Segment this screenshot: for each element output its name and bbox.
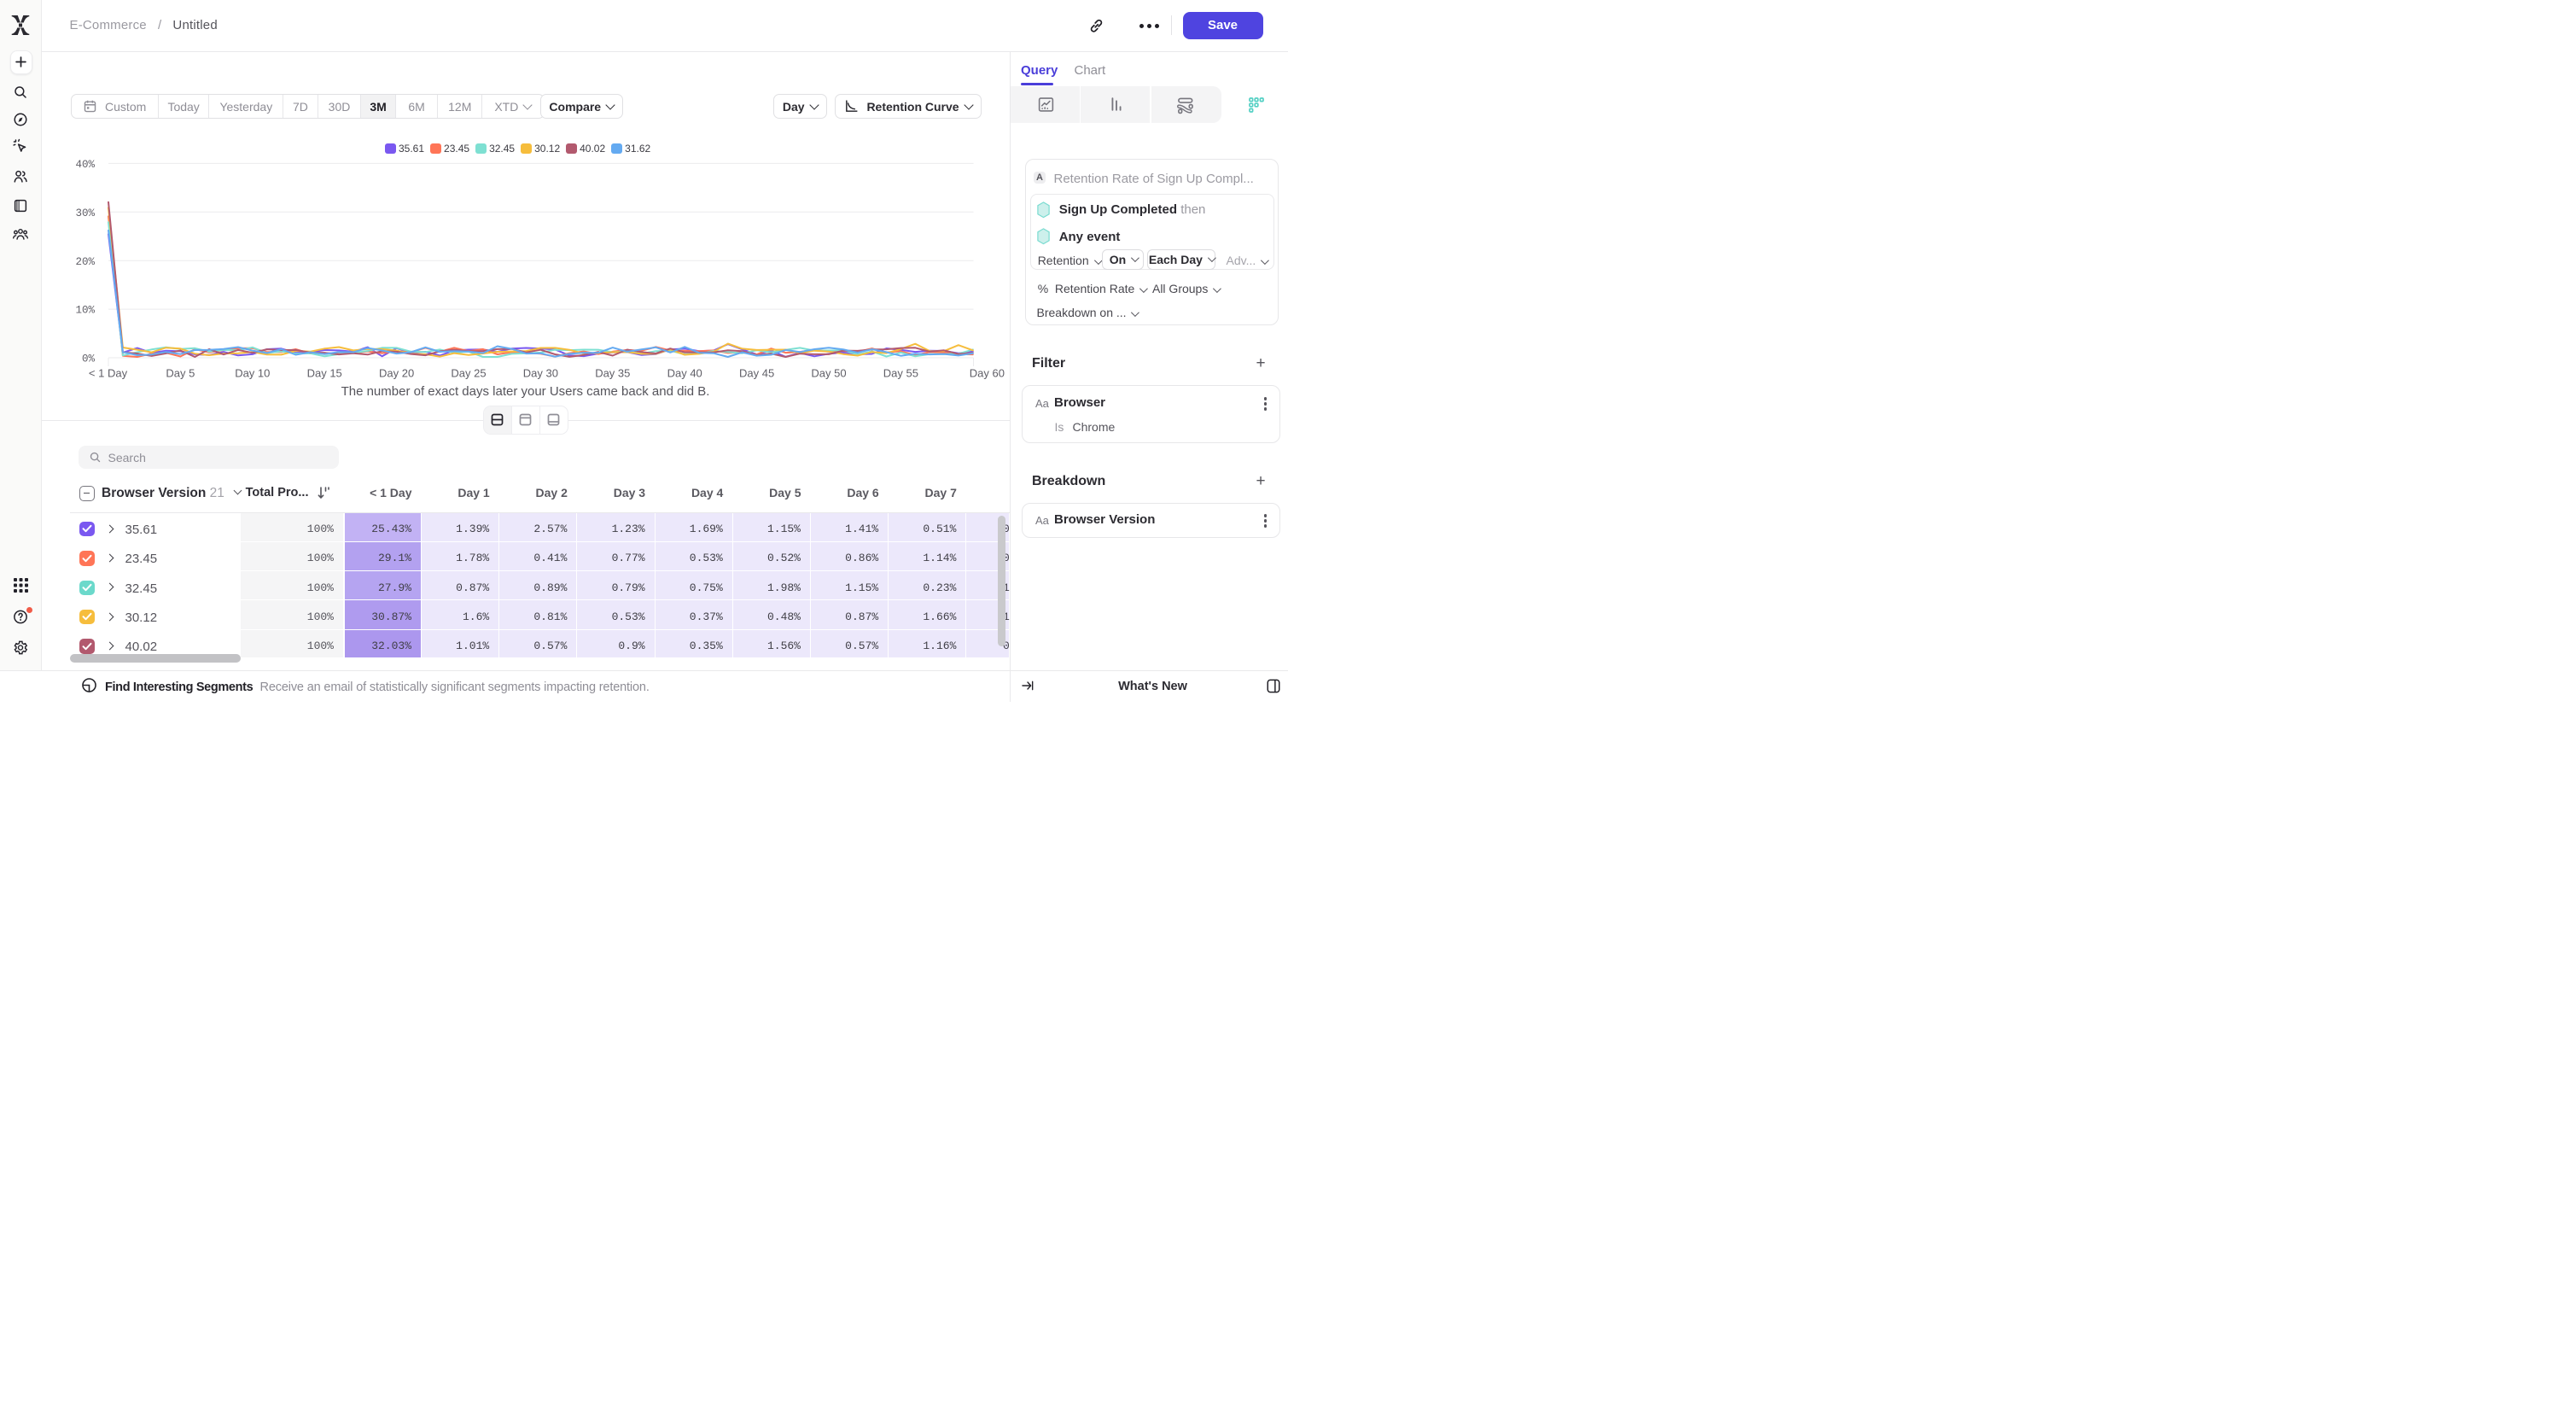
svg-text:Day 15: Day 15 [306, 367, 341, 380]
svg-text:< 1 Day: < 1 Day [88, 367, 127, 380]
svg-text:20%: 20% [75, 256, 95, 268]
svg-text:Day 35: Day 35 [595, 367, 630, 380]
svg-text:Day 30: Day 30 [522, 367, 557, 380]
svg-text:Day 60: Day 60 [969, 367, 1004, 380]
svg-text:Day 25: Day 25 [451, 367, 486, 380]
svg-text:0%: 0% [81, 353, 95, 365]
svg-text:10%: 10% [75, 305, 95, 317]
svg-text:Day 55: Day 55 [883, 367, 918, 380]
svg-text:Day 20: Day 20 [378, 367, 413, 380]
svg-text:Day 50: Day 50 [811, 367, 846, 380]
svg-text:Day 45: Day 45 [738, 367, 773, 380]
svg-text:30%: 30% [75, 207, 95, 219]
svg-text:Day 10: Day 10 [235, 367, 270, 380]
svg-text:Day 40: Day 40 [667, 367, 702, 380]
svg-text:Day 5: Day 5 [166, 367, 195, 380]
svg-text:40%: 40% [75, 159, 95, 171]
